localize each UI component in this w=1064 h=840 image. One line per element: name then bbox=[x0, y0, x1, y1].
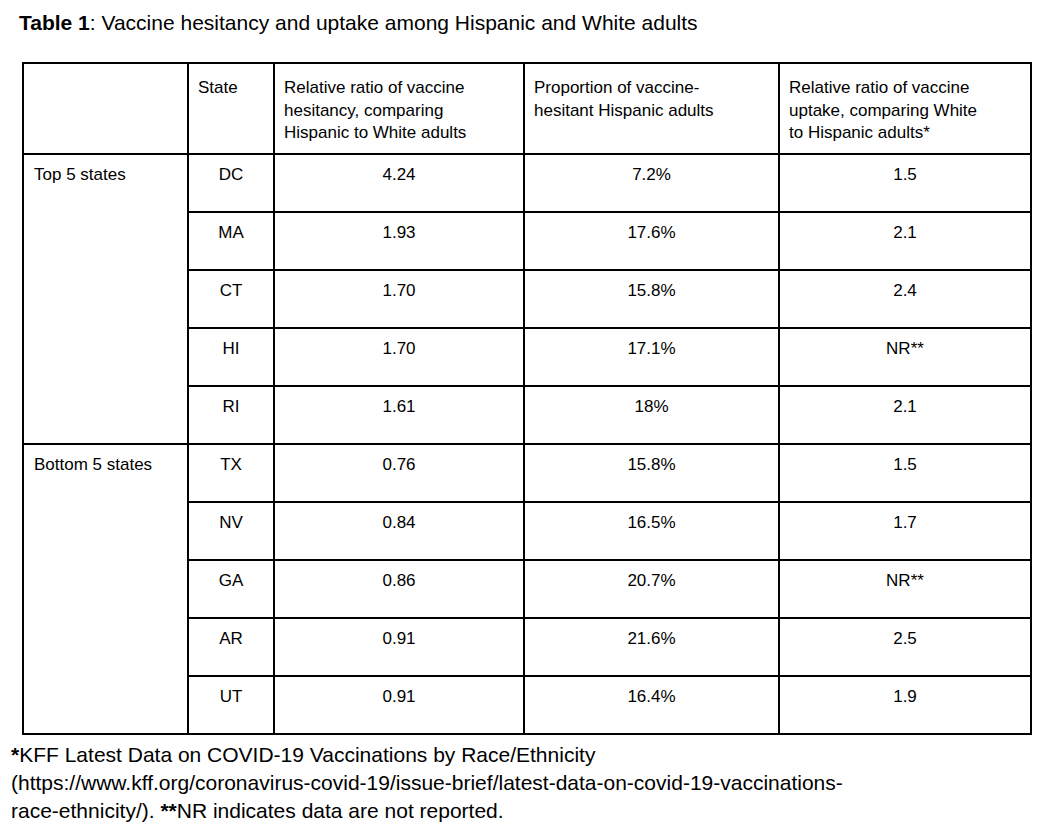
table-title-text: : Vaccine hesitancy and uptake among His… bbox=[90, 11, 698, 34]
uptake-ratio-cell: NR** bbox=[779, 328, 1031, 386]
footnote-nr-text: NR indicates data are not reported. bbox=[177, 799, 504, 822]
footnote: *KFF Latest Data on COVID-19 Vaccination… bbox=[11, 741, 1064, 825]
hesitancy-ratio-cell: 0.76 bbox=[274, 444, 524, 502]
uptake-ratio-cell: 2.5 bbox=[779, 618, 1031, 676]
hesitancy-ratio-cell: 0.86 bbox=[274, 560, 524, 618]
table-row: Top 5 states DC 4.24 7.2% 1.5 bbox=[23, 154, 1031, 212]
proportion-cell: 18% bbox=[524, 386, 779, 444]
hesitancy-ratio-cell: 1.61 bbox=[274, 386, 524, 444]
hesitancy-ratio-cell: 1.70 bbox=[274, 328, 524, 386]
proportion-cell: 15.8% bbox=[524, 270, 779, 328]
state-cell: AR bbox=[188, 618, 274, 676]
state-cell: GA bbox=[188, 560, 274, 618]
hesitancy-ratio-cell: 1.93 bbox=[274, 212, 524, 270]
uptake-ratio-cell: 2.1 bbox=[779, 386, 1031, 444]
table-title: Table 1: Vaccine hesitancy and uptake am… bbox=[19, 10, 1064, 35]
proportion-cell: 15.8% bbox=[524, 444, 779, 502]
header-row: State Relative ratio of vaccine hesitanc… bbox=[23, 63, 1031, 153]
proportion-cell: 16.4% bbox=[524, 676, 779, 734]
proportion-cell: 20.7% bbox=[524, 560, 779, 618]
table-title-label: Table 1 bbox=[19, 11, 90, 34]
state-cell: TX bbox=[188, 444, 274, 502]
header-proportion: Proportion of vaccine- hesitant Hispanic… bbox=[524, 63, 779, 153]
row-group-label-top5: Top 5 states bbox=[23, 154, 188, 444]
page: Table 1: Vaccine hesitancy and uptake am… bbox=[0, 10, 1064, 840]
state-cell: NV bbox=[188, 502, 274, 560]
uptake-ratio-cell: 1.5 bbox=[779, 444, 1031, 502]
hesitancy-ratio-cell: 0.84 bbox=[274, 502, 524, 560]
row-group-label-bottom5: Bottom 5 states bbox=[23, 444, 188, 734]
state-cell: CT bbox=[188, 270, 274, 328]
state-cell: DC bbox=[188, 154, 274, 212]
proportion-cell: 7.2% bbox=[524, 154, 779, 212]
vaccine-hesitancy-table: State Relative ratio of vaccine hesitanc… bbox=[22, 62, 1032, 734]
state-cell: RI bbox=[188, 386, 274, 444]
state-cell: UT bbox=[188, 676, 274, 734]
state-cell: HI bbox=[188, 328, 274, 386]
footnote-asterisk: * bbox=[11, 743, 19, 766]
state-cell: MA bbox=[188, 212, 274, 270]
header-state: State bbox=[188, 63, 274, 153]
proportion-cell: 16.5% bbox=[524, 502, 779, 560]
proportion-cell: 21.6% bbox=[524, 618, 779, 676]
footnote-double-asterisk: ** bbox=[160, 799, 176, 822]
hesitancy-ratio-cell: 0.91 bbox=[274, 618, 524, 676]
uptake-ratio-cell: 2.4 bbox=[779, 270, 1031, 328]
hesitancy-ratio-cell: 0.91 bbox=[274, 676, 524, 734]
uptake-ratio-cell: 1.5 bbox=[779, 154, 1031, 212]
uptake-ratio-cell: NR** bbox=[779, 560, 1031, 618]
table-row: Bottom 5 states TX 0.76 15.8% 1.5 bbox=[23, 444, 1031, 502]
uptake-ratio-cell: 2.1 bbox=[779, 212, 1031, 270]
proportion-cell: 17.6% bbox=[524, 212, 779, 270]
header-hesitancy-ratio: Relative ratio of vaccine hesitancy, com… bbox=[274, 63, 524, 153]
hesitancy-ratio-cell: 4.24 bbox=[274, 154, 524, 212]
uptake-ratio-cell: 1.9 bbox=[779, 676, 1031, 734]
uptake-ratio-cell: 1.7 bbox=[779, 502, 1031, 560]
hesitancy-ratio-cell: 1.70 bbox=[274, 270, 524, 328]
header-uptake-ratio: Relative ratio of vaccine uptake, compar… bbox=[779, 63, 1031, 153]
proportion-cell: 17.1% bbox=[524, 328, 779, 386]
header-group bbox=[23, 63, 188, 153]
